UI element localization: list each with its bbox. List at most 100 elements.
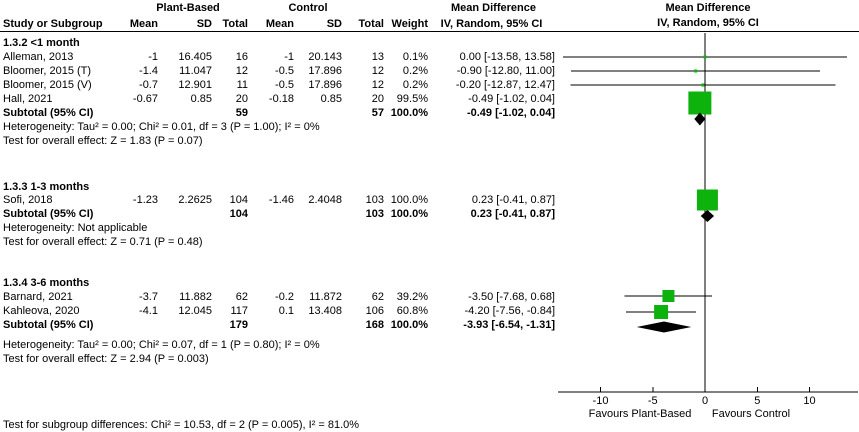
axis-tick-label: 5 (754, 395, 760, 407)
overall-effect-text: Test for overall effect: Z = 1.83 (P = 0… (3, 135, 203, 147)
axis-tick-label: 10 (803, 395, 815, 407)
sd-plant: 11.047 (179, 65, 212, 77)
sd-plant: 11.882 (179, 291, 212, 303)
sd-plant: 0.85 (190, 93, 212, 105)
total-plant: 12 (235, 65, 248, 77)
mean-control: -0.2 (275, 291, 294, 303)
favours-left-label: Favours Plant-Based (589, 408, 692, 420)
study-name: Bloomer, 2015 (V) (3, 79, 92, 91)
study-name: Alleman, 2013 (3, 51, 74, 63)
total-plant: 11 (236, 79, 248, 91)
md-ci: -0.90 [-12.80, 11.00] (456, 65, 555, 77)
subtotal-diamond (694, 112, 706, 126)
subtotal-label: Subtotal (95% CI) (3, 319, 94, 331)
axis-tick-label: 0 (702, 395, 708, 407)
heterogeneity-text: Heterogeneity: Tau² = 0.00; Chi² = 0.07,… (3, 339, 320, 351)
study-row: Alleman, 2013 -1 16.405 16 -1 20.143 13 … (3, 50, 555, 64)
total-plant: 62 (235, 291, 248, 303)
subtotal-weight: 100.0% (390, 319, 428, 331)
total-plant: 20 (235, 93, 248, 105)
effect-square (688, 91, 712, 115)
subgroup-label: 1.3.2 <1 month (3, 37, 80, 49)
subtotal-weight: 100.0% (390, 107, 428, 119)
subtotal-diamond (700, 210, 715, 222)
subtotal-weight: 100.0% (390, 208, 428, 220)
mean-plant: -0.67 (132, 93, 158, 105)
study-row: Barnard, 2021 -3.7 11.882 62 -0.2 11.872… (3, 290, 555, 304)
mean-control: -0.18 (268, 93, 294, 105)
effect-square (694, 69, 698, 73)
weight: 0.2% (402, 79, 428, 91)
subtotal-label: Subtotal (95% CI) (3, 107, 94, 119)
weight: 39.2% (396, 291, 428, 303)
mean-difference-plot-header: Mean Difference (665, 2, 751, 14)
sd-plant: 12.901 (178, 79, 212, 91)
subtotal-total-control: 168 (365, 319, 384, 331)
sd-plant: 2.2625 (178, 194, 212, 206)
sd-control: 13.408 (308, 305, 342, 317)
md-ci: -0.49 [-1.02, 0.04] (468, 93, 555, 105)
total-plant: 104 (229, 194, 248, 206)
study-row: Bloomer, 2015 (T) -1.4 11.047 12 -0.5 17… (3, 64, 555, 78)
subtotal-total-plant: 104 (229, 208, 248, 220)
effect-square (703, 55, 707, 59)
subtotal-label: Subtotal (95% CI) (3, 208, 94, 220)
axis-tick-label: -5 (648, 395, 658, 407)
favours-right-label: Favours Control (712, 408, 790, 420)
sd-plant: 16.405 (178, 51, 212, 63)
weight: 100.0% (390, 194, 428, 206)
study-row: Hall, 2021 -0.67 0.85 20 -0.18 0.85 20 9… (3, 92, 555, 106)
weight: 0.2% (402, 65, 428, 77)
study-column-header: Study or Subgroup (3, 18, 103, 30)
mean-plant: -1.23 (132, 194, 158, 206)
study-name: Barnard, 2021 (3, 291, 73, 303)
mean-control-column-header: Mean (265, 18, 294, 30)
mean-control: -0.5 (275, 65, 294, 77)
mean-plant: -3.7 (139, 291, 158, 303)
total-control: 103 (365, 194, 384, 206)
subtotal-row: Subtotal (95% CI) 179 168 100.0% -3.93 [… (3, 318, 555, 332)
study-name: Bloomer, 2015 (T) (3, 65, 92, 77)
ci-plot-column-header: IV, Random, 95% CI (657, 17, 759, 29)
sd-control: 17.896 (308, 79, 342, 91)
study-row: Kahleova, 2020 -4.1 12.045 117 0.1 13.40… (3, 304, 555, 318)
total-control: 12 (371, 65, 384, 77)
subgroup-label: 1.3.3 1-3 months (3, 181, 90, 193)
control-group-header: Control (288, 2, 328, 14)
subtotal-total-control: 103 (365, 208, 384, 220)
mean-difference-text-header: Mean Difference (451, 2, 536, 14)
weight: 99.5% (396, 93, 428, 105)
mean-control: 0.1 (278, 305, 294, 317)
effect-square (662, 290, 675, 302)
subtotal-total-plant: 59 (235, 107, 248, 119)
sd-control: 20.143 (308, 51, 342, 63)
total-plant: 117 (230, 305, 248, 317)
total-plant: 16 (235, 51, 248, 63)
mean-plant: -4.1 (139, 305, 158, 317)
sd-plant: 12.045 (178, 305, 212, 317)
sd-control-column-header: SD (326, 18, 342, 30)
study-name: Hall, 2021 (3, 93, 53, 105)
subtotal-ci: -0.49 [-1.02, 0.04] (466, 107, 555, 119)
axis-tick-label: -10 (593, 395, 609, 407)
weight: 60.8% (396, 305, 428, 317)
total-control: 62 (371, 291, 384, 303)
effect-square (701, 83, 705, 87)
md-ci: -0.20 [-12.87, 12.47] (455, 79, 555, 91)
total-plant-column-header: Total (222, 18, 248, 30)
ci-column-header: IV, Random, 95% CI (440, 18, 543, 30)
subtotal-total-plant: 179 (229, 319, 248, 331)
sd-plant-column-header: SD (196, 18, 212, 30)
total-control: 106 (365, 305, 384, 317)
header-divider (0, 31, 859, 32)
subgroup-differences-text: Test for subgroup differences: Chi² = 10… (3, 419, 360, 431)
study-name: Kahleova, 2020 (3, 305, 80, 317)
heterogeneity-text: Heterogeneity: Not applicable (3, 222, 148, 234)
md-ci: -3.50 [-7.68, 0.68] (468, 291, 555, 303)
plant-based-group-header: Plant-Based (156, 2, 220, 14)
total-control: 12 (371, 79, 384, 91)
total-control: 20 (371, 93, 384, 105)
mean-plant: -1.4 (139, 65, 158, 77)
mean-plant: -1 (148, 51, 158, 63)
